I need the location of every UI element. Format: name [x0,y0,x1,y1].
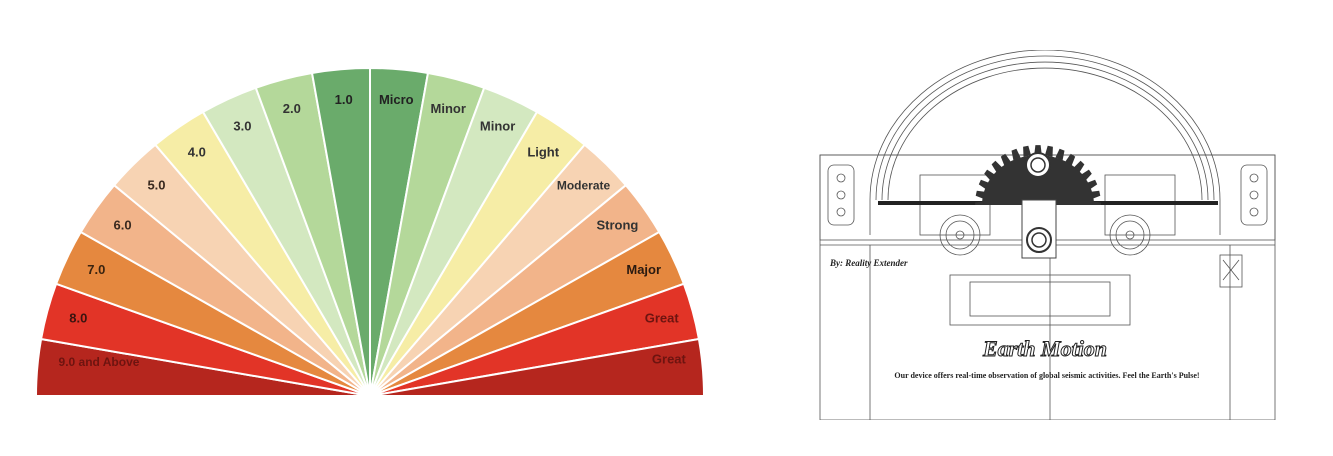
device-arch [869,50,1221,235]
device-emblem [1219,254,1243,288]
gear-tooth [1065,153,1076,166]
gauge-label: 5.0 [147,178,165,193]
gauge-label: Minor [431,101,466,116]
device-credit: By: Reality Extender [829,258,908,268]
gear-tooth [1081,169,1092,181]
gear-tooth [975,190,985,199]
gear-tooth [991,160,1002,173]
magnitude-scale-gauge: 9.0 and Above 8.0 7.0 6.0 5.0 4.0 3.0 2.0 1.0 Mic… [34,66,706,397]
gauge-label: 8.0 [69,311,87,326]
gear-tooth [1074,160,1085,173]
gauge-label: Great [645,311,680,326]
earth-motion-device-drawing: By: Reality Extender Earth Motion Our de… [819,50,1276,420]
central-gear [975,145,1101,205]
gauge-label: Minor [480,119,515,134]
gear-tooth [1055,148,1065,161]
right-small-gear [1109,214,1151,256]
gauge-label: Strong [596,217,638,232]
gauge-label: 7.0 [87,262,105,277]
device-title: Earth Motion [982,336,1107,361]
gauge-label: Moderate [557,178,611,192]
gauge-label: Major [626,262,661,277]
gear-tooth [1023,145,1032,157]
gear-tooth [984,169,995,181]
left-small-gear [939,214,981,256]
gear-tooth [1091,190,1101,199]
gauge-label: 3.0 [233,119,251,134]
gauge-label: Great [652,352,687,367]
device-tagline: Our device offers real-time observation … [894,371,1199,380]
gauge-label: 4.0 [188,145,206,160]
gauge-label: Micro [379,92,414,107]
gear-tooth [1044,145,1053,157]
gauge-label: Light [527,145,559,160]
gear-tooth [978,179,989,190]
gauge-label: 6.0 [114,217,132,232]
gauge-label: 1.0 [335,92,353,107]
gear-tooth [1087,179,1098,190]
gauge-label: 9.0 and Above [59,355,140,369]
gear-tooth [1000,153,1011,166]
gear-tooth [1011,148,1021,161]
gear-tooth [975,201,984,205]
gauge-label: 2.0 [283,101,301,116]
gear-tooth [1092,201,1101,205]
gauge-wedge [369,337,706,397]
